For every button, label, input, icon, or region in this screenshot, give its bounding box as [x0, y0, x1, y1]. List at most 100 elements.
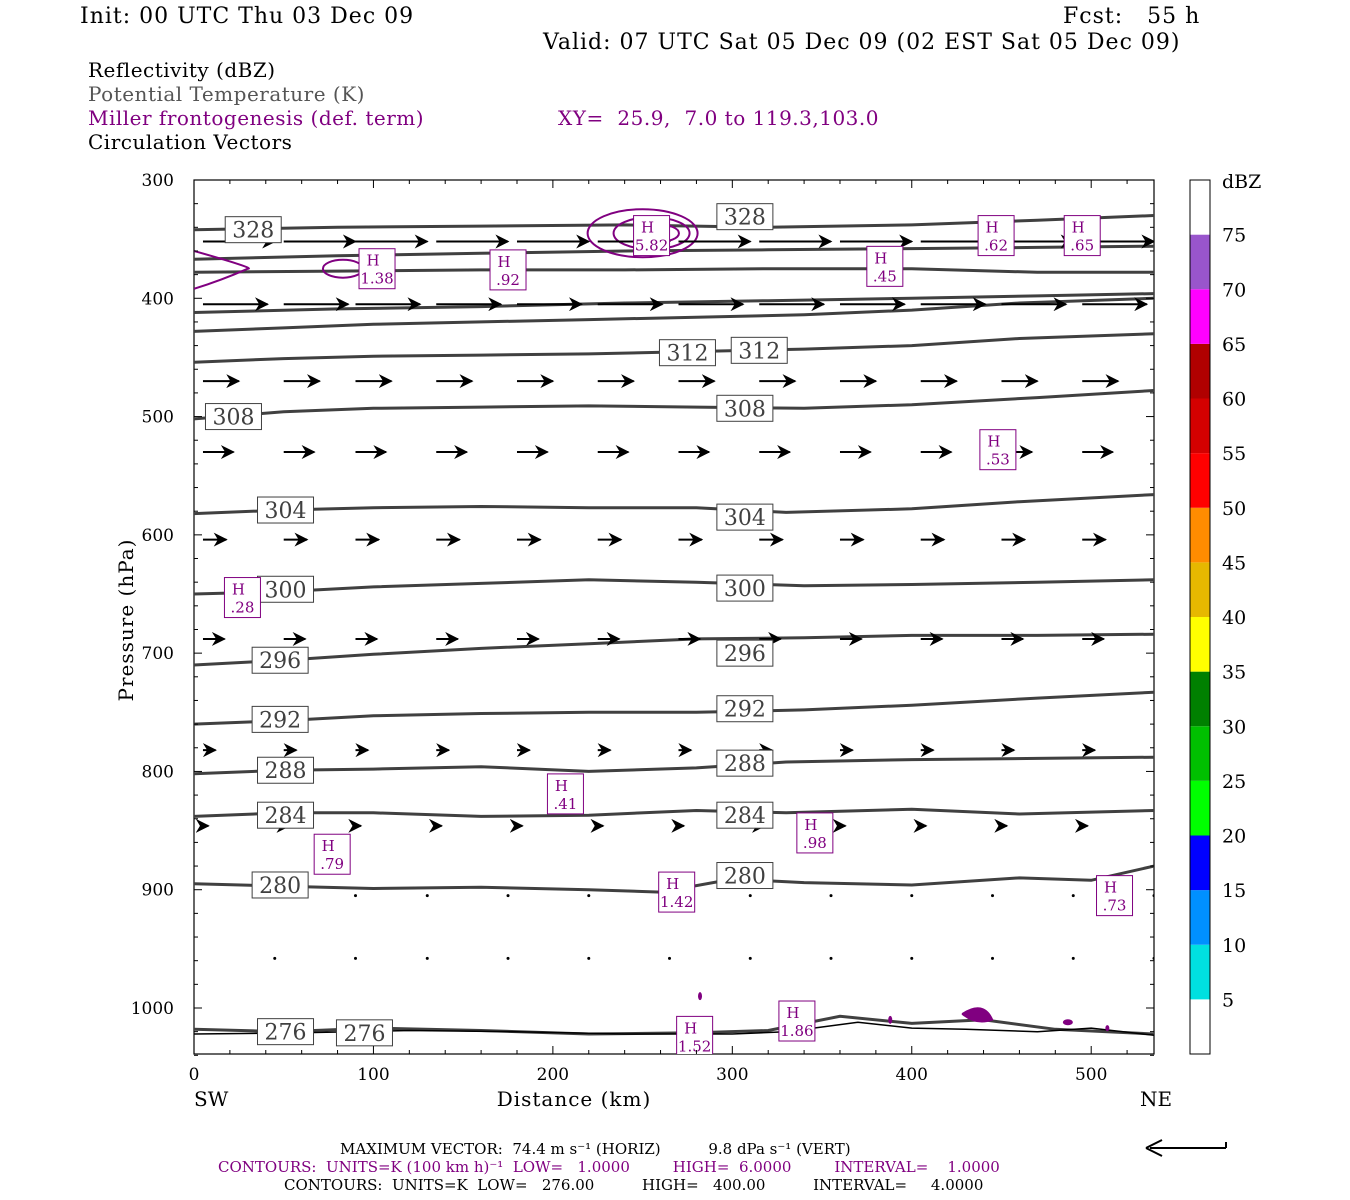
high-marker-value: .98: [803, 834, 827, 852]
plot-frame: [193, 179, 1155, 1055]
init-time: Init: 00 UTC Thu 03 Dec 09: [80, 4, 415, 29]
circulation-vector: [587, 894, 591, 898]
frontogenesis-contour: [888, 1015, 893, 1024]
contour-label: 328: [232, 219, 274, 244]
colorbar-swatch: [1190, 507, 1210, 563]
circulation-vector: [991, 956, 995, 960]
contour-label-box: [257, 801, 315, 829]
colorbar-swatch: [1190, 944, 1210, 1000]
x-left-label: SW: [194, 1087, 229, 1111]
contour-label: 304: [265, 499, 307, 524]
colorbar-label: 60: [1222, 389, 1246, 411]
colorbar-swatch: [1190, 780, 1210, 836]
contour-label: 288: [265, 759, 307, 784]
circulation-vector: [668, 956, 672, 960]
high-marker-h: H: [987, 433, 1000, 451]
x-tick-label: 400: [896, 1065, 928, 1085]
circulation-vector: [829, 956, 833, 960]
max-vector-text: MAXIMUM VECTOR: 74.4 m s⁻¹ (HORIZ) 9.8 d…: [340, 1140, 851, 1158]
contour-label-box: [716, 574, 774, 602]
field-reflectivity: Reflectivity (dBZ): [88, 58, 276, 82]
circulation-vector: [748, 894, 752, 898]
high-marker-h: H: [232, 581, 245, 599]
colorbar-unit: dBZ: [1222, 171, 1261, 193]
contours-black-text: CONTOURS: UNITS=K LOW= 276.00 HIGH= 400.…: [284, 1176, 984, 1194]
contour-label-box: [204, 403, 262, 431]
x-axis-label: Distance (km): [497, 1087, 652, 1111]
theta-contour: [194, 296, 1154, 333]
contour-label: 296: [259, 649, 301, 674]
contour-label-box: [716, 203, 774, 231]
theta-contour: [194, 292, 1154, 314]
theta-contour: [194, 267, 1154, 274]
high-marker-value: 1.42: [660, 893, 693, 911]
colorbar-label: 25: [1222, 771, 1246, 793]
y-axis-label: Pressure (hPa): [114, 539, 138, 702]
frontogenesis-contour: [194, 250, 250, 290]
high-marker-box: [358, 248, 396, 290]
y-tick-label: 700: [142, 644, 174, 664]
circulation-vector: [273, 956, 277, 960]
theta-contour: [194, 632, 1154, 667]
contour-label-box: [716, 749, 774, 777]
colorbar-label: 70: [1222, 279, 1246, 301]
contour-label-box: [335, 1019, 393, 1047]
y-tick-label: 600: [142, 526, 174, 546]
high-marker-h: H: [666, 875, 679, 893]
contour-label-box: [716, 639, 774, 667]
contour-label-box: [716, 801, 774, 829]
circulation-vector: [829, 894, 833, 898]
theta-contour: [194, 389, 1154, 421]
high-marker-h: H: [1072, 219, 1085, 237]
contour-label-box: [224, 216, 282, 244]
x-tick-label: 500: [1075, 1065, 1107, 1085]
contour-label-box: [257, 1018, 315, 1046]
theta-contour: [194, 690, 1154, 726]
reference-vector-head: [1145, 1139, 1163, 1157]
high-marker-value: .62: [984, 237, 1008, 255]
circulation-vector: [748, 956, 752, 960]
contour-label: 304: [724, 506, 766, 531]
frontogenesis-contour: [321, 258, 364, 279]
contour-label: 280: [259, 874, 301, 899]
high-marker-box: [546, 773, 584, 815]
high-marker-value: .79: [320, 855, 344, 873]
theta-contour: [194, 578, 1154, 596]
contour-label-box: [716, 695, 774, 723]
field-circulation: Circulation Vectors: [88, 130, 293, 154]
contour-label-box: [251, 871, 309, 899]
high-marker-box: [1096, 875, 1134, 917]
circulation-vector: [1152, 894, 1154, 898]
high-marker-box: [223, 577, 261, 619]
high-marker-h: H: [804, 816, 817, 834]
high-marker-box: [658, 871, 696, 913]
y-tick-label: 300: [142, 171, 174, 191]
high-marker-box: [979, 429, 1017, 471]
contour-label: 300: [265, 578, 307, 603]
high-marker-value: .73: [1103, 897, 1127, 915]
circulation-vector: [910, 894, 914, 898]
frontogenesis-contour: [961, 1007, 994, 1023]
colorbar-label: 5: [1222, 989, 1234, 1011]
high-marker-h: H: [1104, 879, 1117, 897]
contour-label: 284: [265, 804, 307, 829]
colorbar-label: 55: [1222, 443, 1246, 465]
circulation-vector: [506, 894, 510, 898]
contour-label: 312: [738, 339, 780, 364]
contour-label-box: [658, 339, 716, 367]
colorbar-label: 65: [1222, 334, 1246, 356]
contour-label: 284: [724, 804, 766, 829]
circulation-vector: [506, 956, 510, 960]
forecast-hour: Fcst: 55 h: [1063, 4, 1201, 29]
high-marker-value: 1.86: [780, 1022, 813, 1040]
contour-label: 328: [724, 206, 766, 231]
contour-label-box: [257, 575, 315, 603]
high-marker-h: H: [322, 837, 335, 855]
high-marker-value: 1.52: [678, 1037, 711, 1055]
colorbar-frame: [1189, 179, 1211, 1055]
colorbar-swatch: [1190, 999, 1210, 1054]
high-marker-value: .92: [496, 271, 520, 289]
high-marker-box: [489, 249, 527, 291]
y-tick-label: 800: [142, 762, 174, 782]
circulation-vector: [991, 894, 995, 898]
